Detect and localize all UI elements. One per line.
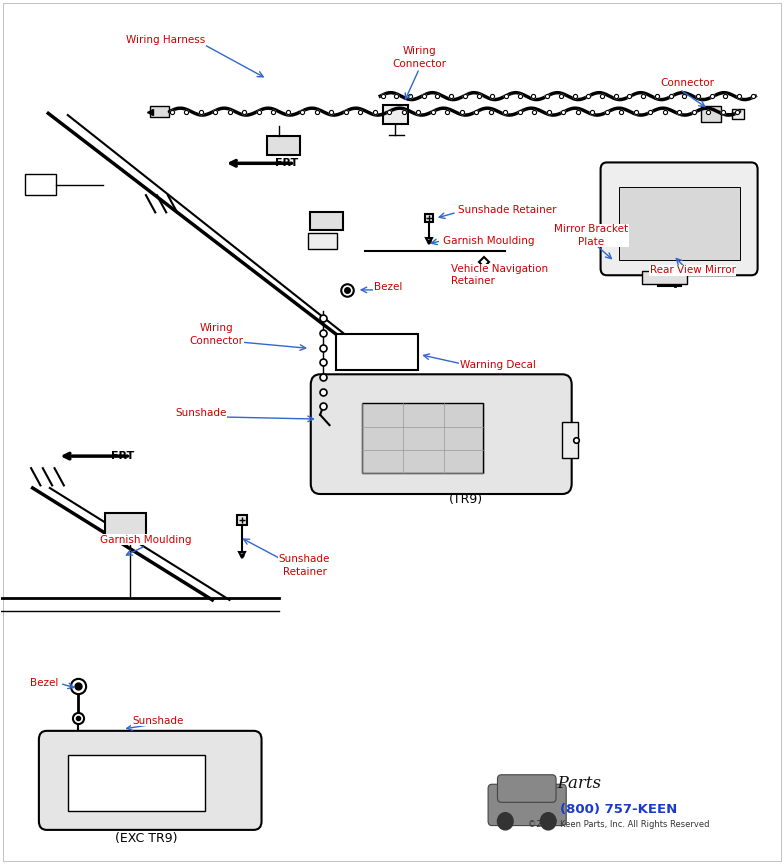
Circle shape — [540, 813, 556, 830]
Text: Garnish Moulding: Garnish Moulding — [100, 535, 191, 544]
Text: Connector: Connector — [660, 79, 714, 88]
Text: Bezel: Bezel — [30, 678, 59, 689]
Text: Sunshade: Sunshade — [175, 408, 227, 418]
Text: FRT: FRT — [275, 158, 298, 168]
FancyBboxPatch shape — [336, 334, 418, 370]
FancyBboxPatch shape — [39, 731, 262, 830]
Text: Wiring
Connector: Wiring Connector — [392, 46, 446, 68]
FancyBboxPatch shape — [105, 513, 146, 537]
Text: Sunshade Retainer: Sunshade Retainer — [459, 205, 557, 215]
FancyBboxPatch shape — [562, 422, 578, 458]
Text: Vehicle Navigation
Retainer: Vehicle Navigation Retainer — [451, 264, 548, 287]
FancyBboxPatch shape — [488, 785, 566, 826]
FancyBboxPatch shape — [498, 775, 556, 803]
FancyBboxPatch shape — [67, 755, 205, 811]
Text: ©2017 Keen Parts, Inc. All Rights Reserved: ©2017 Keen Parts, Inc. All Rights Reserv… — [528, 820, 710, 829]
FancyBboxPatch shape — [601, 162, 757, 276]
Text: FRT: FRT — [111, 451, 134, 461]
Text: (TR9): (TR9) — [449, 492, 483, 505]
Text: Sunshade: Sunshade — [132, 715, 183, 726]
FancyBboxPatch shape — [310, 213, 343, 230]
Text: Sunshade
Retainer: Sunshade Retainer — [279, 555, 330, 576]
FancyBboxPatch shape — [731, 109, 744, 119]
FancyBboxPatch shape — [310, 374, 572, 494]
Text: Wiring Harness: Wiring Harness — [125, 35, 205, 45]
Text: Keen Parts: Keen Parts — [510, 775, 601, 792]
FancyBboxPatch shape — [267, 136, 299, 155]
FancyBboxPatch shape — [701, 106, 721, 122]
Text: Rear View Mirror: Rear View Mirror — [650, 265, 735, 275]
FancyBboxPatch shape — [362, 403, 484, 473]
FancyBboxPatch shape — [308, 233, 337, 249]
Text: (800) 757-KEEN: (800) 757-KEEN — [560, 803, 677, 816]
Text: Bezel: Bezel — [374, 283, 402, 292]
Text: Warning Decal: Warning Decal — [459, 359, 535, 370]
Text: Wiring
Connector: Wiring Connector — [189, 323, 243, 346]
FancyBboxPatch shape — [619, 187, 739, 260]
Text: Garnish Moulding: Garnish Moulding — [443, 236, 534, 246]
Text: (EXC TR9): (EXC TR9) — [114, 832, 177, 845]
Circle shape — [498, 813, 513, 830]
FancyBboxPatch shape — [642, 271, 688, 284]
Text: Mirror Bracket
Plate: Mirror Bracket Plate — [554, 225, 628, 247]
FancyBboxPatch shape — [150, 105, 169, 117]
FancyBboxPatch shape — [383, 105, 408, 124]
